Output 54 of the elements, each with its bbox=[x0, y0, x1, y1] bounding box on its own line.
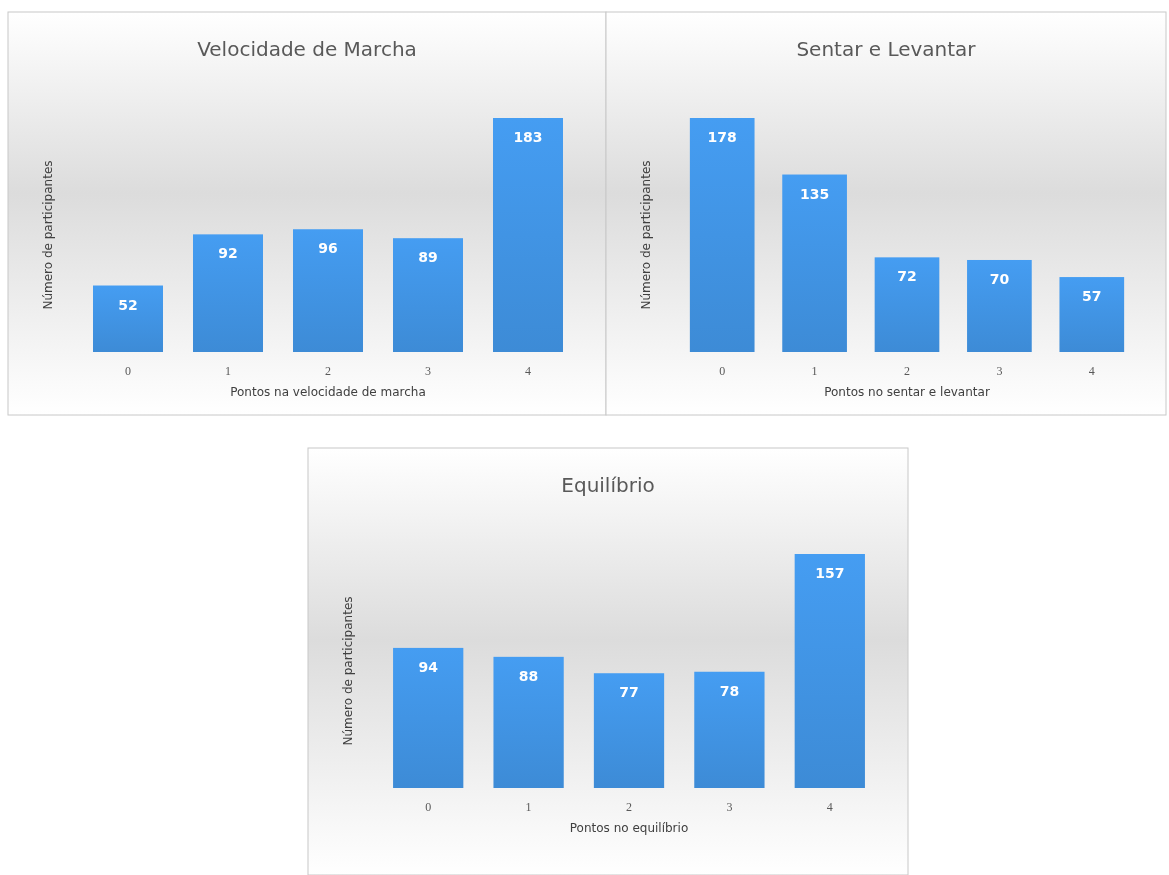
data-label: 57 bbox=[1082, 288, 1102, 305]
x-tick-label: 0 bbox=[425, 799, 432, 814]
data-label: 77 bbox=[619, 684, 639, 701]
x-tick-label: 1 bbox=[811, 363, 818, 378]
bar bbox=[874, 257, 940, 352]
data-label: 72 bbox=[897, 268, 917, 285]
data-label: 94 bbox=[418, 658, 439, 675]
x-axis-title: Pontos na velocidade de marcha bbox=[230, 385, 426, 399]
data-label: 92 bbox=[218, 245, 238, 262]
data-label: 183 bbox=[513, 129, 543, 145]
data-label: 157 bbox=[815, 565, 845, 581]
x-tick-label: 3 bbox=[425, 363, 431, 378]
x-tick-label: 3 bbox=[726, 799, 733, 814]
x-tick-label: 4 bbox=[1088, 363, 1095, 378]
data-label: 52 bbox=[118, 296, 138, 313]
bar bbox=[694, 671, 765, 788]
bar bbox=[393, 647, 464, 788]
bar bbox=[782, 174, 847, 352]
x-tick-label: 3 bbox=[996, 363, 1003, 378]
bar bbox=[493, 656, 564, 788]
x-axis-title: Pontos no equilíbrio bbox=[569, 821, 689, 835]
data-label: 70 bbox=[989, 270, 1010, 287]
chart-title: Velocidade de Marcha bbox=[197, 37, 417, 61]
data-label: 89 bbox=[418, 249, 438, 266]
bar bbox=[794, 554, 865, 788]
bar bbox=[689, 118, 755, 352]
y-axis-title: Número de participantes bbox=[341, 596, 355, 746]
y-axis-title: Número de participantes bbox=[639, 160, 653, 310]
x-tick-label: 0 bbox=[125, 363, 131, 378]
data-label: 78 bbox=[719, 682, 740, 699]
chart-title: Sentar e Levantar bbox=[796, 37, 977, 61]
bar bbox=[1059, 277, 1125, 352]
x-tick-label: 4 bbox=[525, 363, 531, 378]
bar bbox=[393, 238, 463, 352]
x-tick-label: 1 bbox=[225, 363, 231, 378]
bar bbox=[967, 259, 1032, 352]
data-label: 88 bbox=[518, 667, 539, 684]
x-tick-label: 2 bbox=[325, 363, 331, 378]
y-axis-title: Número de participantes bbox=[41, 160, 55, 310]
x-tick-label: 4 bbox=[826, 799, 833, 814]
bar bbox=[193, 234, 263, 352]
bar bbox=[593, 673, 665, 788]
bar bbox=[93, 285, 163, 352]
data-label: 178 bbox=[707, 129, 737, 145]
x-tick-label: 2 bbox=[626, 799, 632, 814]
data-label: 135 bbox=[799, 185, 830, 202]
x-tick-label: 1 bbox=[525, 799, 532, 814]
bar bbox=[493, 118, 563, 352]
chart-title: Equilíbrio bbox=[561, 473, 655, 497]
x-axis-title: Pontos no sentar e levantar bbox=[824, 385, 990, 399]
data-label: 96 bbox=[318, 240, 338, 257]
x-tick-label: 0 bbox=[719, 363, 726, 378]
x-tick-label: 2 bbox=[904, 363, 910, 378]
bar bbox=[293, 229, 363, 352]
